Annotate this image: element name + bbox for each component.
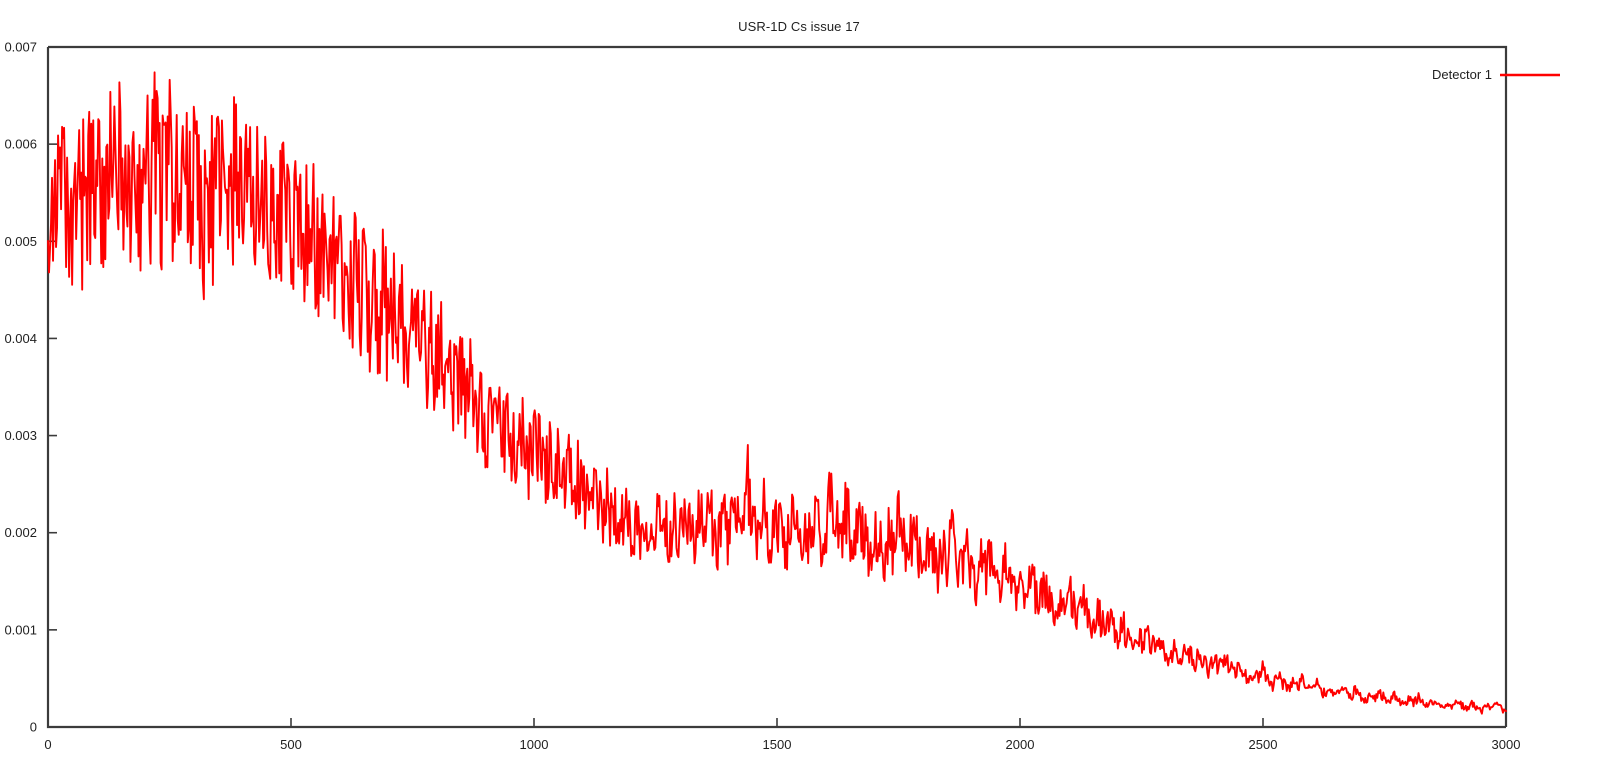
y-tick-label: 0.006	[4, 137, 37, 152]
y-tick-label: 0.007	[4, 40, 37, 55]
x-tick-label: 3000	[1492, 737, 1521, 752]
y-tick-label: 0	[30, 720, 37, 735]
x-axis: 0 500 1000 1500 2000 2500 3000	[44, 718, 1520, 752]
legend: Detector 1	[1432, 67, 1560, 82]
x-tick-label: 2500	[1249, 737, 1278, 752]
legend-label-1: Detector 1	[1432, 67, 1492, 82]
x-tick-label: 1000	[520, 737, 549, 752]
x-tick-label: 500	[280, 737, 302, 752]
chart-title: USR-1D Cs issue 17	[738, 19, 860, 34]
y-tick-label: 0.005	[4, 234, 37, 249]
y-tick-label: 0.004	[4, 331, 37, 346]
x-tick-label: 0	[44, 737, 51, 752]
y-tick-label: 0.002	[4, 525, 37, 540]
axis-frame	[46, 45, 1508, 729]
series-line-1	[47, 71, 1507, 715]
x-tick-label: 2000	[1006, 737, 1035, 752]
y-axis: 0 0.001 0.002 0.003 0.004 0.005 0.006 0.007	[4, 40, 57, 735]
y-tick-label: 0.003	[4, 428, 37, 443]
x-tick-label: 1500	[763, 737, 792, 752]
y-tick-label: 0.001	[4, 622, 37, 637]
